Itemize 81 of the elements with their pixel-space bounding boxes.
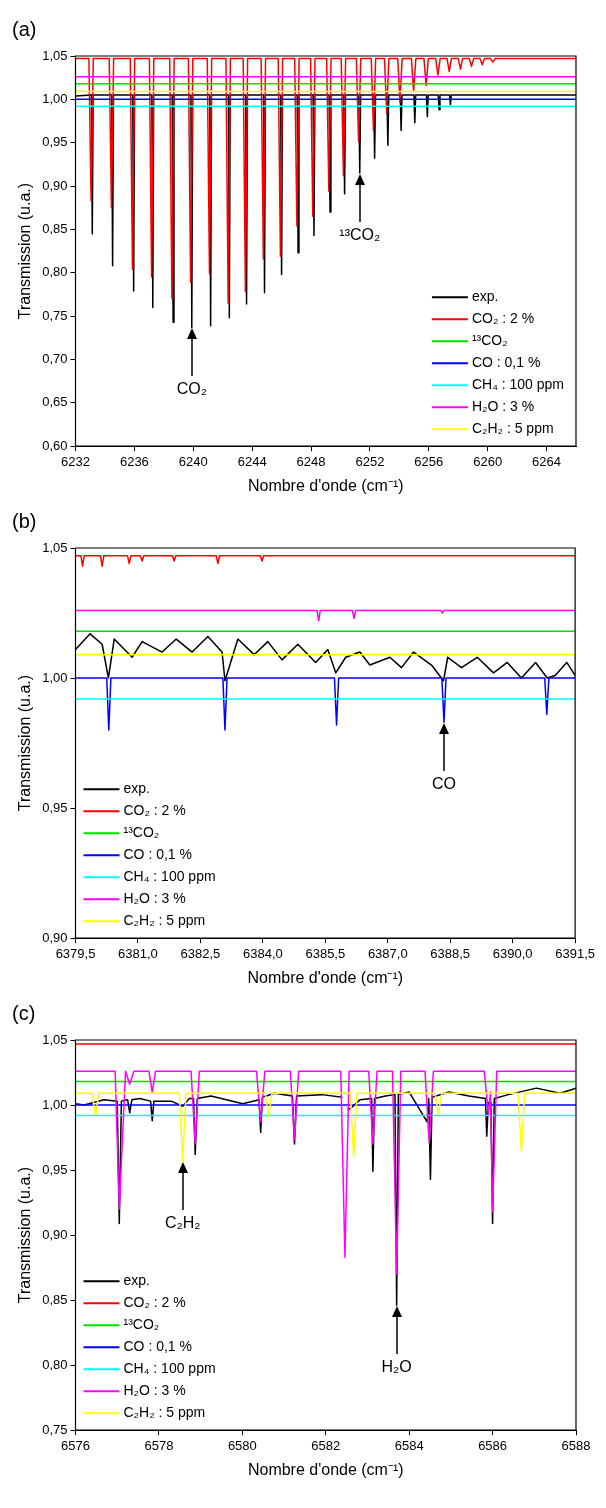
y-tick-label: 0,65 [42, 394, 68, 410]
legend-label: C₂H₂ : 5 ppm [471, 420, 554, 437]
x-tick-label: 6588 [561, 1437, 591, 1453]
y-tick-label: 0,80 [42, 264, 68, 280]
legend-label: H₂O : 3 % [123, 1382, 186, 1399]
legend-label: CH₄ : 100 ppm [123, 868, 216, 885]
x-tick-label: 6236 [119, 453, 149, 469]
legend-label: H₂O : 3 % [123, 890, 186, 907]
y-tick-label: 0,95 [42, 1161, 68, 1177]
y-tick-label: 1,05 [42, 539, 68, 555]
legend-label: CO : 0,1 % [471, 354, 541, 371]
legend-label: CH₄ : 100 ppm [123, 1360, 216, 1377]
annotation: CO₂ [176, 380, 207, 399]
legend-label: exp. [123, 780, 150, 797]
y-tick-label: 1,00 [42, 669, 68, 685]
x-tick-label: 6384,0 [242, 945, 283, 961]
x-tick-label: 6586 [478, 1437, 508, 1453]
legend-label: CO₂ : 2 % [471, 310, 535, 327]
annotation: H₂O [381, 1358, 412, 1377]
y-tick-label: 0,75 [42, 307, 68, 323]
x-tick-label: 6379,5 [55, 945, 96, 961]
x-tick-label: 6390,0 [492, 945, 533, 961]
y-tick-label: 0,90 [42, 929, 68, 945]
x-tick-label: 6248 [296, 453, 326, 469]
legend-label: C₂H₂ : 5 ppm [123, 1404, 206, 1421]
x-tick-label: 6232 [61, 453, 90, 469]
x-tick-label: 6584 [394, 1437, 424, 1453]
y-axis-title: Transmission (u.a.) [16, 1166, 34, 1304]
x-tick-label: 6240 [178, 453, 208, 469]
chart-title: (a) [12, 17, 37, 40]
legend-label: exp. [123, 1272, 150, 1289]
y-tick-label: 0,95 [42, 799, 68, 815]
legend-label: CO : 0,1 % [123, 846, 192, 863]
y-tick-label: 0,60 [42, 437, 68, 453]
y-tick-label: 1,00 [42, 1096, 68, 1112]
y-tick-label: 0,95 [42, 134, 68, 150]
x-tick-label: 6385,5 [305, 945, 346, 961]
y-tick-label: 0,80 [42, 1356, 68, 1372]
y-axis-title: Transmission (u.a.) [16, 182, 34, 320]
y-tick-label: 0,70 [42, 351, 68, 367]
x-axis-title: Nombre d'onde (cm⁻¹) [247, 476, 404, 494]
legend-label: CO₂ : 2 % [123, 802, 186, 819]
x-tick-label: 6256 [414, 453, 444, 469]
y-axis-title: Transmission (u.a.) [16, 674, 34, 812]
y-tick-label: 0,90 [42, 1226, 68, 1242]
x-tick-label: 6391,5 [555, 945, 595, 961]
x-tick-label: 6382,5 [180, 945, 221, 961]
legend-label: ¹³CO₂ [123, 824, 160, 841]
x-tick-label: 6388,5 [430, 945, 471, 961]
y-tick-label: 0,85 [42, 221, 68, 236]
chart-title: (b) [12, 509, 37, 532]
annotation: CO [431, 775, 456, 794]
x-tick-label: 6244 [237, 453, 267, 469]
x-axis-title: Nombre d'onde (cm⁻¹) [247, 968, 404, 986]
legend-label: exp. [471, 288, 499, 305]
x-tick-label: 6381,0 [118, 945, 158, 961]
legend-label: H₂O : 3 % [471, 398, 535, 415]
x-tick-label: 6580 [227, 1437, 257, 1453]
x-tick-label: 6252 [355, 453, 385, 469]
y-tick-label: 1,00 [42, 90, 68, 106]
legend-label: CH₄ : 100 ppm [471, 376, 565, 393]
legend-label: C₂H₂ : 5 ppm [123, 912, 206, 929]
legend-label: CO : 0,1 % [123, 1338, 192, 1355]
y-tick-label: 0,90 [42, 177, 68, 193]
x-tick-label: 6260 [473, 453, 503, 469]
annotation: C₂H₂ [164, 1213, 201, 1232]
x-tick-label: 6582 [311, 1437, 341, 1453]
x-tick-label: 6387,0 [367, 945, 408, 961]
legend-label: ¹³CO₂ [123, 1316, 160, 1333]
chart-title: (c) [12, 1001, 36, 1024]
annotation: ¹³CO₂ [339, 226, 381, 245]
legend-label: CO₂ : 2 % [123, 1294, 186, 1311]
y-tick-label: 0,75 [42, 1421, 68, 1437]
legend-label: ¹³CO₂ [471, 332, 508, 349]
x-tick-label: 6578 [144, 1437, 174, 1453]
y-tick-label: 1,05 [42, 1031, 68, 1047]
x-tick-label: 6576 [61, 1437, 90, 1453]
x-tick-label: 6264 [532, 453, 562, 469]
y-tick-label: 0,85 [42, 1291, 68, 1307]
x-axis-title: Nombre d'onde (cm⁻¹) [247, 1460, 404, 1478]
y-tick-label: 1,05 [42, 47, 68, 63]
